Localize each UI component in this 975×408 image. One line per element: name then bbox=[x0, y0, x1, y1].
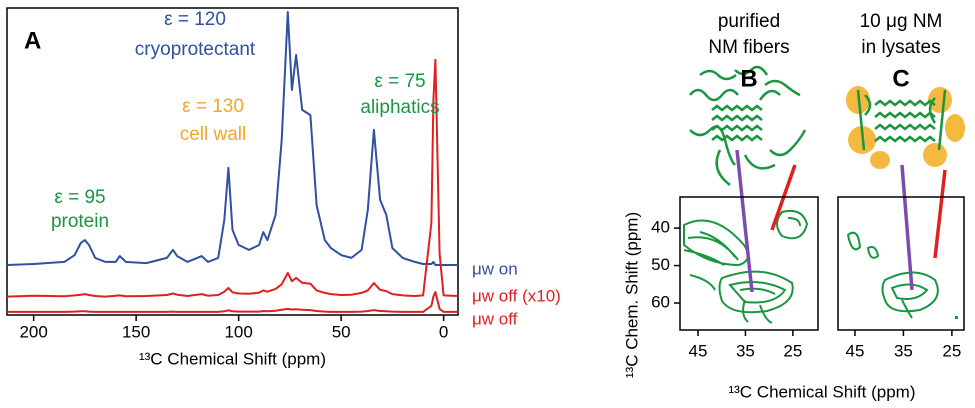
annotation: ε = 120 bbox=[164, 9, 226, 30]
annotation: ε = 130 bbox=[182, 96, 244, 117]
spectrum-line bbox=[7, 291, 458, 313]
x-tick-label: 25 bbox=[942, 341, 961, 360]
plot-frame bbox=[6, 7, 459, 316]
x-tick-label: 50 bbox=[332, 322, 351, 341]
annotation: aliphatics bbox=[360, 97, 439, 118]
y-axis-label: ¹³C Chem. Shift (ppm) bbox=[622, 212, 641, 378]
annotation: protein bbox=[51, 211, 109, 232]
x-tick-label: 45 bbox=[846, 341, 865, 360]
spectrum-line bbox=[6, 58, 459, 298]
contour-peaks bbox=[846, 231, 958, 319]
fiber-cartoon bbox=[689, 65, 807, 186]
x-tick-label: 35 bbox=[736, 341, 755, 360]
plot-frame bbox=[679, 196, 819, 331]
series-label: μw on bbox=[472, 259, 518, 278]
panel-title: in lysates bbox=[861, 37, 940, 58]
x-axis-label: ¹³C Chemical Shift (ppm) bbox=[728, 382, 915, 401]
panel-title: 10 μg NM bbox=[860, 11, 943, 32]
annotation: ε = 75 bbox=[374, 71, 425, 92]
panel-label: B bbox=[740, 65, 757, 92]
x-tick-label: 45 bbox=[689, 341, 708, 360]
x-axis-label: ¹³C Chemical Shift (ppm) bbox=[139, 349, 326, 368]
x-tick-label: 0 bbox=[439, 322, 448, 341]
annotation: cell wall bbox=[180, 124, 247, 145]
panel-label: C bbox=[892, 65, 909, 92]
plot-frame bbox=[837, 196, 965, 331]
y-tick-label: 40 bbox=[651, 218, 670, 237]
x-tick-label: 200 bbox=[19, 322, 47, 341]
series-label: μw off bbox=[472, 309, 518, 328]
y-tick-label: 60 bbox=[651, 293, 670, 312]
series-label: μw off (x10) bbox=[472, 286, 561, 305]
lysate-cartoon bbox=[846, 86, 965, 169]
panel-title: NM fibers bbox=[708, 37, 789, 58]
x-tick-label: 100 bbox=[224, 322, 252, 341]
correlation-lines bbox=[735, 149, 947, 293]
x-tick-label: 150 bbox=[122, 322, 150, 341]
y-tick-label: 50 bbox=[651, 255, 670, 274]
x-tick-label: 25 bbox=[783, 341, 802, 360]
panel-title: purified bbox=[718, 11, 780, 32]
panel-label: A bbox=[24, 27, 41, 54]
annotation: cryoprotectant bbox=[135, 39, 256, 60]
x-tick-label: 35 bbox=[894, 341, 913, 360]
spectrum-line bbox=[6, 11, 458, 266]
annotation: ε = 95 bbox=[54, 187, 105, 208]
